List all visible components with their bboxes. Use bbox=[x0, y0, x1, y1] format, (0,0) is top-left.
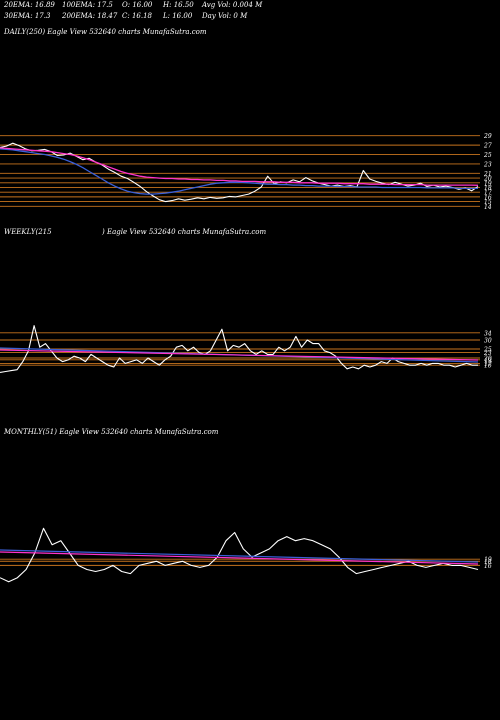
ema100-readout: 100EMA: 17.5 bbox=[62, 1, 113, 9]
weekly-panel-label-a: WEEKLY(215 bbox=[4, 228, 52, 236]
y-tick-label: 16 bbox=[484, 194, 492, 201]
close-readout: C: 16.18 bbox=[122, 12, 152, 20]
ema30-readout: 30EMA: 17.3 bbox=[4, 12, 51, 20]
open-readout: O: 16.00 bbox=[122, 1, 153, 9]
monthly-panel-label: MONTHLY(51) Eagle View 532640 charts Mun… bbox=[4, 428, 219, 436]
monthly-ma-line-magenta bbox=[0, 551, 479, 565]
y-tick-label: 19 bbox=[484, 557, 492, 564]
y-tick-label: 20 bbox=[483, 176, 492, 183]
monthly-ma-line-blue bbox=[0, 549, 479, 563]
y-tick-label: 15 bbox=[484, 199, 492, 206]
daily-ma-line-blue bbox=[0, 148, 478, 195]
y-tick-label: 16 bbox=[484, 363, 492, 370]
avgvol-readout: Avg Vol: 0.004 M bbox=[202, 1, 263, 9]
y-tick-label: 18 bbox=[484, 185, 492, 192]
y-tick-label: 25 bbox=[483, 152, 492, 159]
y-tick-label: 27 bbox=[483, 143, 492, 150]
weekly-price-line bbox=[0, 325, 478, 373]
low-readout: L: 16.00 bbox=[163, 12, 193, 20]
y-tick-label: 18 bbox=[484, 559, 492, 566]
y-tick-label: 23 bbox=[483, 350, 492, 357]
daily-panel-label: DAILY(250) Eagle View 532640 charts Muna… bbox=[4, 28, 207, 36]
y-tick-label: 17 bbox=[484, 190, 492, 197]
y-tick-label: 19 bbox=[484, 180, 492, 187]
weekly-ma-line-magenta bbox=[0, 349, 479, 361]
y-tick-label: 14 bbox=[484, 204, 492, 211]
y-tick-label: 25 bbox=[483, 347, 492, 354]
high-readout: H: 16.50 bbox=[163, 1, 194, 9]
daily-ma-line-magenta bbox=[0, 147, 479, 186]
y-tick-label: 17 bbox=[484, 361, 492, 368]
ema200-readout: 200EMA: 18.47 bbox=[62, 12, 118, 20]
weekly-panel-label-b: ) Eagle View 532640 charts MunafaSutra.c… bbox=[102, 228, 267, 236]
ema20-readout: 20EMA: 16.89 bbox=[4, 1, 55, 9]
monthly-price-line bbox=[0, 527, 479, 583]
dayvol-readout: Day Vol: 0 M bbox=[202, 12, 248, 20]
daily-price-line bbox=[0, 142, 479, 203]
y-tick-label: 30 bbox=[484, 338, 492, 345]
y-tick-label: 19 bbox=[484, 357, 492, 364]
y-tick-label: 23 bbox=[483, 161, 492, 168]
y-tick-label: 34 bbox=[484, 330, 492, 337]
y-tick-label: 16 bbox=[484, 563, 492, 570]
y-tick-label: 29 bbox=[483, 133, 492, 140]
y-tick-label: 20 bbox=[483, 356, 492, 363]
y-tick-label: 21 bbox=[483, 171, 492, 178]
